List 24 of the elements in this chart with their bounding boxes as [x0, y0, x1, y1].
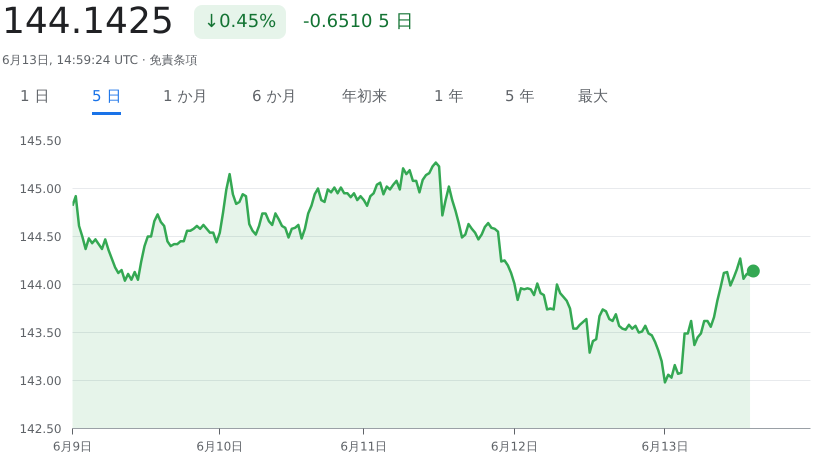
text: 5 日	[92, 86, 122, 116]
text: 1 年	[434, 86, 464, 107]
chart-title: 144.1425	[2, 0, 174, 44]
text: 1 日	[20, 86, 50, 107]
text: 1 か月	[163, 86, 208, 107]
text: -0.6510 5 日	[303, 10, 414, 34]
x-tick-label: 6月9日	[52, 440, 92, 454]
y-tick-label: 145.50	[20, 134, 62, 148]
y-tick-label: 143.00	[20, 374, 62, 388]
y-tick-label: 144.00	[20, 278, 62, 292]
text: 年初来	[342, 86, 387, 107]
x-tick-label: 6月10日	[196, 440, 244, 454]
chart-subtitle: 6月13日, 14:59:24 UTC · 免責条項	[2, 52, 198, 69]
y-tick-label: 144.50	[20, 230, 62, 244]
x-tick-label: 6月12日	[490, 440, 538, 454]
text: 6 か月	[252, 86, 296, 107]
y-tick-label: 145.00	[20, 182, 62, 196]
text: ↓0.45%	[194, 5, 286, 39]
text: 5 年	[505, 86, 534, 107]
y-tick-label: 143.50	[20, 326, 62, 340]
y-tick-label: 142.50	[20, 422, 62, 436]
x-tick-label: 6月13日	[641, 440, 688, 454]
x-tick-label: 6月11日	[340, 440, 388, 454]
text: 最大	[578, 86, 608, 107]
